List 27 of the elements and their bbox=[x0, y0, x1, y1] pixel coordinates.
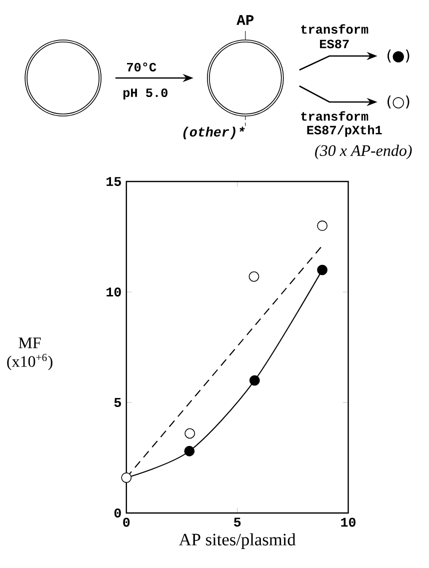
text: 70°C bbox=[126, 62, 156, 72]
text: transform bbox=[300, 24, 368, 34]
text: AP bbox=[236, 15, 254, 25]
x-tick-label: 5 bbox=[234, 518, 240, 527]
y-axis-title: MF (x10$^{+6}$) bbox=[6, 338, 52, 370]
y-tick-label: 0 bbox=[114, 508, 121, 518]
text: pH 5.0 bbox=[123, 88, 168, 100]
text: (other)* bbox=[183, 126, 244, 140]
point bbox=[316, 264, 328, 276]
point bbox=[249, 375, 260, 386]
x-tick-label: 10 bbox=[340, 518, 356, 527]
text: (30 x AP-endo) bbox=[314, 144, 412, 160]
point bbox=[184, 446, 194, 456]
y-tick-label: 10 bbox=[106, 287, 121, 297]
text: (○) bbox=[387, 95, 410, 109]
y-tick-label: 5 bbox=[114, 398, 121, 407]
point bbox=[184, 428, 195, 439]
text: transform bbox=[300, 111, 368, 121]
point bbox=[316, 220, 328, 231]
text: (●) bbox=[387, 49, 410, 63]
point bbox=[120, 472, 132, 483]
text: ES87 bbox=[320, 40, 349, 48]
text: ES87/pXth1 bbox=[307, 125, 382, 137]
point bbox=[248, 271, 259, 282]
x-axis-title: AP sites/plasmid bbox=[178, 533, 296, 549]
x-tick-label: 0 bbox=[122, 518, 130, 527]
y-tick-label: 15 bbox=[106, 177, 121, 186]
